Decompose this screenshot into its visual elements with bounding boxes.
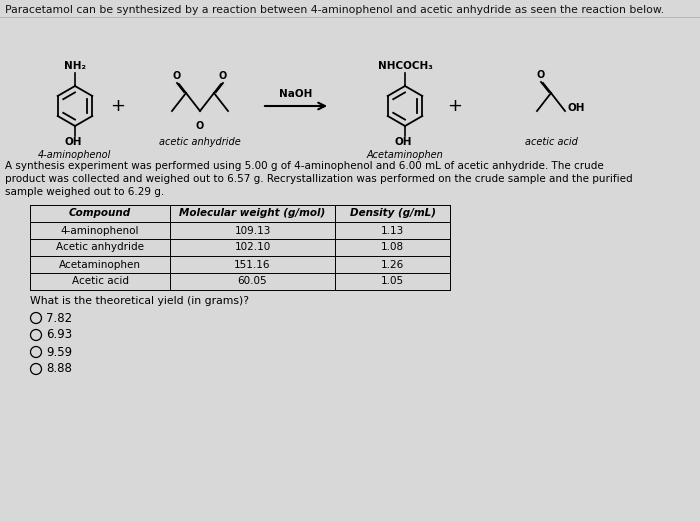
Text: Paracetamol can be synthesized by a reaction between 4-aminophenol and acetic an: Paracetamol can be synthesized by a reac… [5,5,664,15]
Text: A synthesis experiment was performed using 5.00 g of 4-aminophenol and 6.00 mL o: A synthesis experiment was performed usi… [5,161,603,171]
Text: 4-aminophenol: 4-aminophenol [38,150,112,160]
Text: What is the theoretical yield (in grams)?: What is the theoretical yield (in grams)… [30,296,249,306]
Text: 8.88: 8.88 [46,363,72,376]
Text: 60.05: 60.05 [238,277,267,287]
Text: 7.82: 7.82 [46,312,72,325]
Text: NaOH: NaOH [279,89,313,99]
Text: OH: OH [394,137,412,147]
Text: 109.13: 109.13 [234,226,271,235]
Text: 102.10: 102.10 [234,242,271,253]
Text: product was collected and weighed out to 6.57 g. Recrystallization was performed: product was collected and weighed out to… [5,174,633,184]
Text: NH₂: NH₂ [64,61,86,71]
Text: 1.26: 1.26 [381,259,404,269]
Text: Acetic acid: Acetic acid [71,277,129,287]
Text: O: O [173,71,181,81]
Text: acetic acid: acetic acid [524,137,577,147]
Text: +: + [447,97,463,115]
Text: +: + [111,97,125,115]
Text: OH: OH [64,137,82,147]
Text: OH: OH [568,103,585,113]
Text: 1.05: 1.05 [381,277,404,287]
Text: Molecular weight (g/mol): Molecular weight (g/mol) [179,208,326,218]
Text: O: O [219,71,227,81]
Text: Acetaminophen: Acetaminophen [59,259,141,269]
Text: 151.16: 151.16 [234,259,271,269]
Text: 1.08: 1.08 [381,242,404,253]
Text: 4-aminophenol: 4-aminophenol [61,226,139,235]
Text: 6.93: 6.93 [46,329,72,341]
Text: Density (g/mL): Density (g/mL) [349,208,435,218]
Text: acetic anhydride: acetic anhydride [159,137,241,147]
Text: 1.13: 1.13 [381,226,404,235]
Text: Acetaminophen: Acetaminophen [367,150,443,160]
Text: Compound: Compound [69,208,131,218]
Text: NHCOCH₃: NHCOCH₃ [377,61,433,71]
Text: Acetic anhydride: Acetic anhydride [56,242,144,253]
Text: sample weighed out to 6.29 g.: sample weighed out to 6.29 g. [5,187,164,197]
Text: O: O [537,70,545,80]
Text: 9.59: 9.59 [46,345,72,358]
Text: O: O [196,121,204,131]
